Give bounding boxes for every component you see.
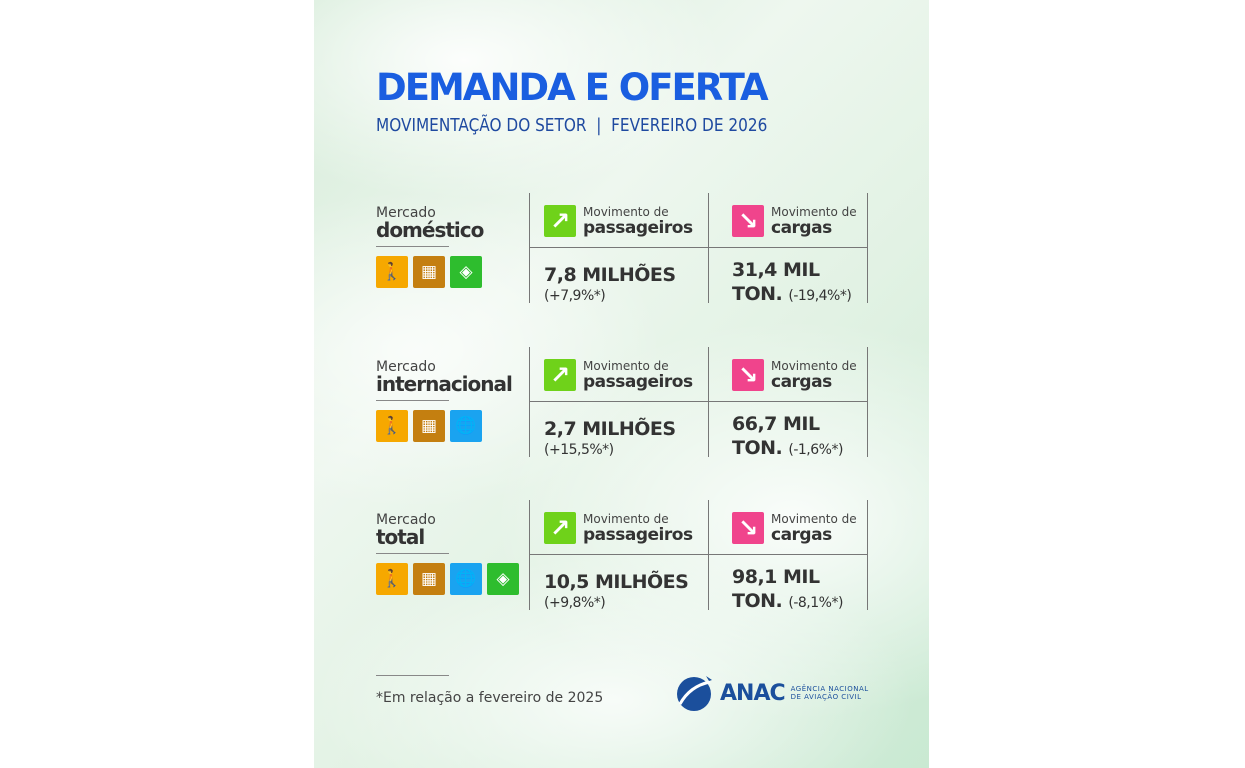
cargo-change: (-1,6%*) — [788, 442, 843, 458]
anac-emblem-icon — [677, 676, 712, 711]
logo-text: ANAC — [720, 680, 786, 706]
market-label-small: Mercado — [376, 512, 436, 528]
header-divider — [529, 247, 867, 248]
passenger-header-label: passageiros — [583, 524, 693, 545]
market-row: Mercado internacional 🚶 ▦ 🌐 ↗ Movimento de… — [314, 347, 929, 459]
market-label: internacional — [376, 372, 513, 396]
market-label: doméstico — [376, 218, 484, 242]
cargo-header: ↘ Movimento de cargas — [732, 512, 857, 544]
cargo-header-label: cargas — [771, 524, 832, 545]
column-divider — [867, 347, 868, 457]
arrow-down-right-icon: ↘ — [732, 512, 764, 544]
cargo-value: 31,4 MIL — [732, 259, 820, 281]
passenger-header-label: passageiros — [583, 217, 693, 238]
passenger-value-block: 10,5 MILHÕES (+9,8%*) — [544, 570, 689, 612]
column-divider — [529, 347, 530, 457]
cargo-value: 66,7 MIL — [732, 413, 820, 435]
market-row: Mercado doméstico 🚶 ▦ ◈ ↗ Movimento de pass… — [314, 193, 929, 305]
market-row: Mercado total 🚶 ▦ 🌐 ◈ ↗ Movimento de passage… — [314, 500, 929, 612]
cargo-header: ↘ Movimento de cargas — [732, 205, 857, 237]
cargo-box-icon: ▦ — [413, 256, 445, 288]
cargo-header-small: Movimento de — [771, 358, 857, 373]
passenger-change: (+9,8%*) — [544, 595, 606, 611]
agency-line-2: DE AVIAÇÃO CIVIL — [790, 693, 862, 701]
brazil-flag-icon: ◈ — [450, 256, 482, 288]
brazil-flag-icon: ◈ — [487, 563, 519, 595]
infographic-card: DEMANDA E OFERTA MOVIMENTAÇÃO DO SETOR |… — [314, 0, 929, 768]
passenger-value: 7,8 MILHÕES — [544, 264, 676, 286]
arrow-up-right-icon: ↗ — [544, 205, 576, 237]
column-divider — [867, 193, 868, 303]
passenger-header: ↗ Movimento de passageiros — [544, 512, 693, 544]
passenger-value-block: 7,8 MILHÕES (+7,9%*) — [544, 263, 676, 305]
cargo-box-icon: ▦ — [413, 410, 445, 442]
arrow-up-right-icon: ↗ — [544, 359, 576, 391]
label-divider — [376, 400, 449, 401]
passenger-header: ↗ Movimento de passageiros — [544, 205, 693, 237]
market-icons: 🚶 ▦ 🌐 ◈ — [376, 563, 519, 595]
passenger-header-small: Movimento de — [583, 358, 669, 373]
passenger-icon: 🚶 — [376, 410, 408, 442]
cargo-change: (-8,1%*) — [788, 595, 843, 611]
arrow-up-right-icon: ↗ — [544, 512, 576, 544]
column-divider — [529, 193, 530, 303]
market-label-small: Mercado — [376, 359, 436, 375]
passenger-change: (+15,5%*) — [544, 442, 614, 458]
cargo-value-block: 31,4 MIL TON. (-19,4%*) — [732, 258, 852, 308]
globe-icon: 🌐 — [450, 410, 482, 442]
passenger-change: (+7,9%*) — [544, 288, 606, 304]
header-divider — [529, 401, 867, 402]
column-divider — [867, 500, 868, 610]
page-subtitle: MOVIMENTAÇÃO DO SETOR | FEVEREIRO DE 202… — [376, 115, 768, 136]
cargo-unit: TON. — [732, 590, 783, 612]
anac-logo: ANAC AGÊNCIA NACIONAL DE AVIAÇÃO CIVIL — [676, 674, 869, 712]
column-divider — [708, 347, 709, 457]
cargo-unit: TON. — [732, 437, 783, 459]
cargo-header-small: Movimento de — [771, 511, 857, 526]
cargo-value-block: 98,1 MIL TON. (-8,1%*) — [732, 565, 843, 615]
passenger-icon: 🚶 — [376, 563, 408, 595]
passenger-header-label: passageiros — [583, 371, 693, 392]
passenger-value: 10,5 MILHÕES — [544, 571, 689, 593]
passenger-header: ↗ Movimento de passageiros — [544, 359, 693, 391]
globe-icon: 🌐 — [450, 563, 482, 595]
column-divider — [708, 500, 709, 610]
label-divider — [376, 246, 449, 247]
cargo-value: 98,1 MIL — [732, 566, 820, 588]
page-title: DEMANDA E OFERTA — [376, 66, 769, 109]
passenger-header-small: Movimento de — [583, 204, 669, 219]
column-divider — [708, 193, 709, 303]
header-divider — [529, 554, 867, 555]
footnote: *Em relação a fevereiro de 2025 — [376, 690, 604, 706]
market-label: total — [376, 525, 425, 549]
cargo-header-small: Movimento de — [771, 204, 857, 219]
market-icons: 🚶 ▦ ◈ — [376, 256, 482, 288]
market-label-small: Mercado — [376, 205, 436, 221]
market-icons: 🚶 ▦ 🌐 — [376, 410, 482, 442]
passenger-value-block: 2,7 MILHÕES (+15,5%*) — [544, 417, 676, 459]
cargo-unit: TON. — [732, 283, 783, 305]
agency-line-1: AGÊNCIA NACIONAL — [790, 685, 869, 693]
passenger-value: 2,7 MILHÕES — [544, 418, 676, 440]
cargo-header-label: cargas — [771, 217, 832, 238]
arrow-down-right-icon: ↘ — [732, 359, 764, 391]
cargo-box-icon: ▦ — [413, 563, 445, 595]
cargo-header: ↘ Movimento de cargas — [732, 359, 857, 391]
passenger-header-small: Movimento de — [583, 511, 669, 526]
column-divider — [529, 500, 530, 610]
cargo-value-block: 66,7 MIL TON. (-1,6%*) — [732, 412, 843, 462]
arrow-down-right-icon: ↘ — [732, 205, 764, 237]
footer-divider — [376, 675, 449, 676]
label-divider — [376, 553, 449, 554]
cargo-header-label: cargas — [771, 371, 832, 392]
passenger-icon: 🚶 — [376, 256, 408, 288]
cargo-change: (-19,4%*) — [788, 288, 852, 304]
